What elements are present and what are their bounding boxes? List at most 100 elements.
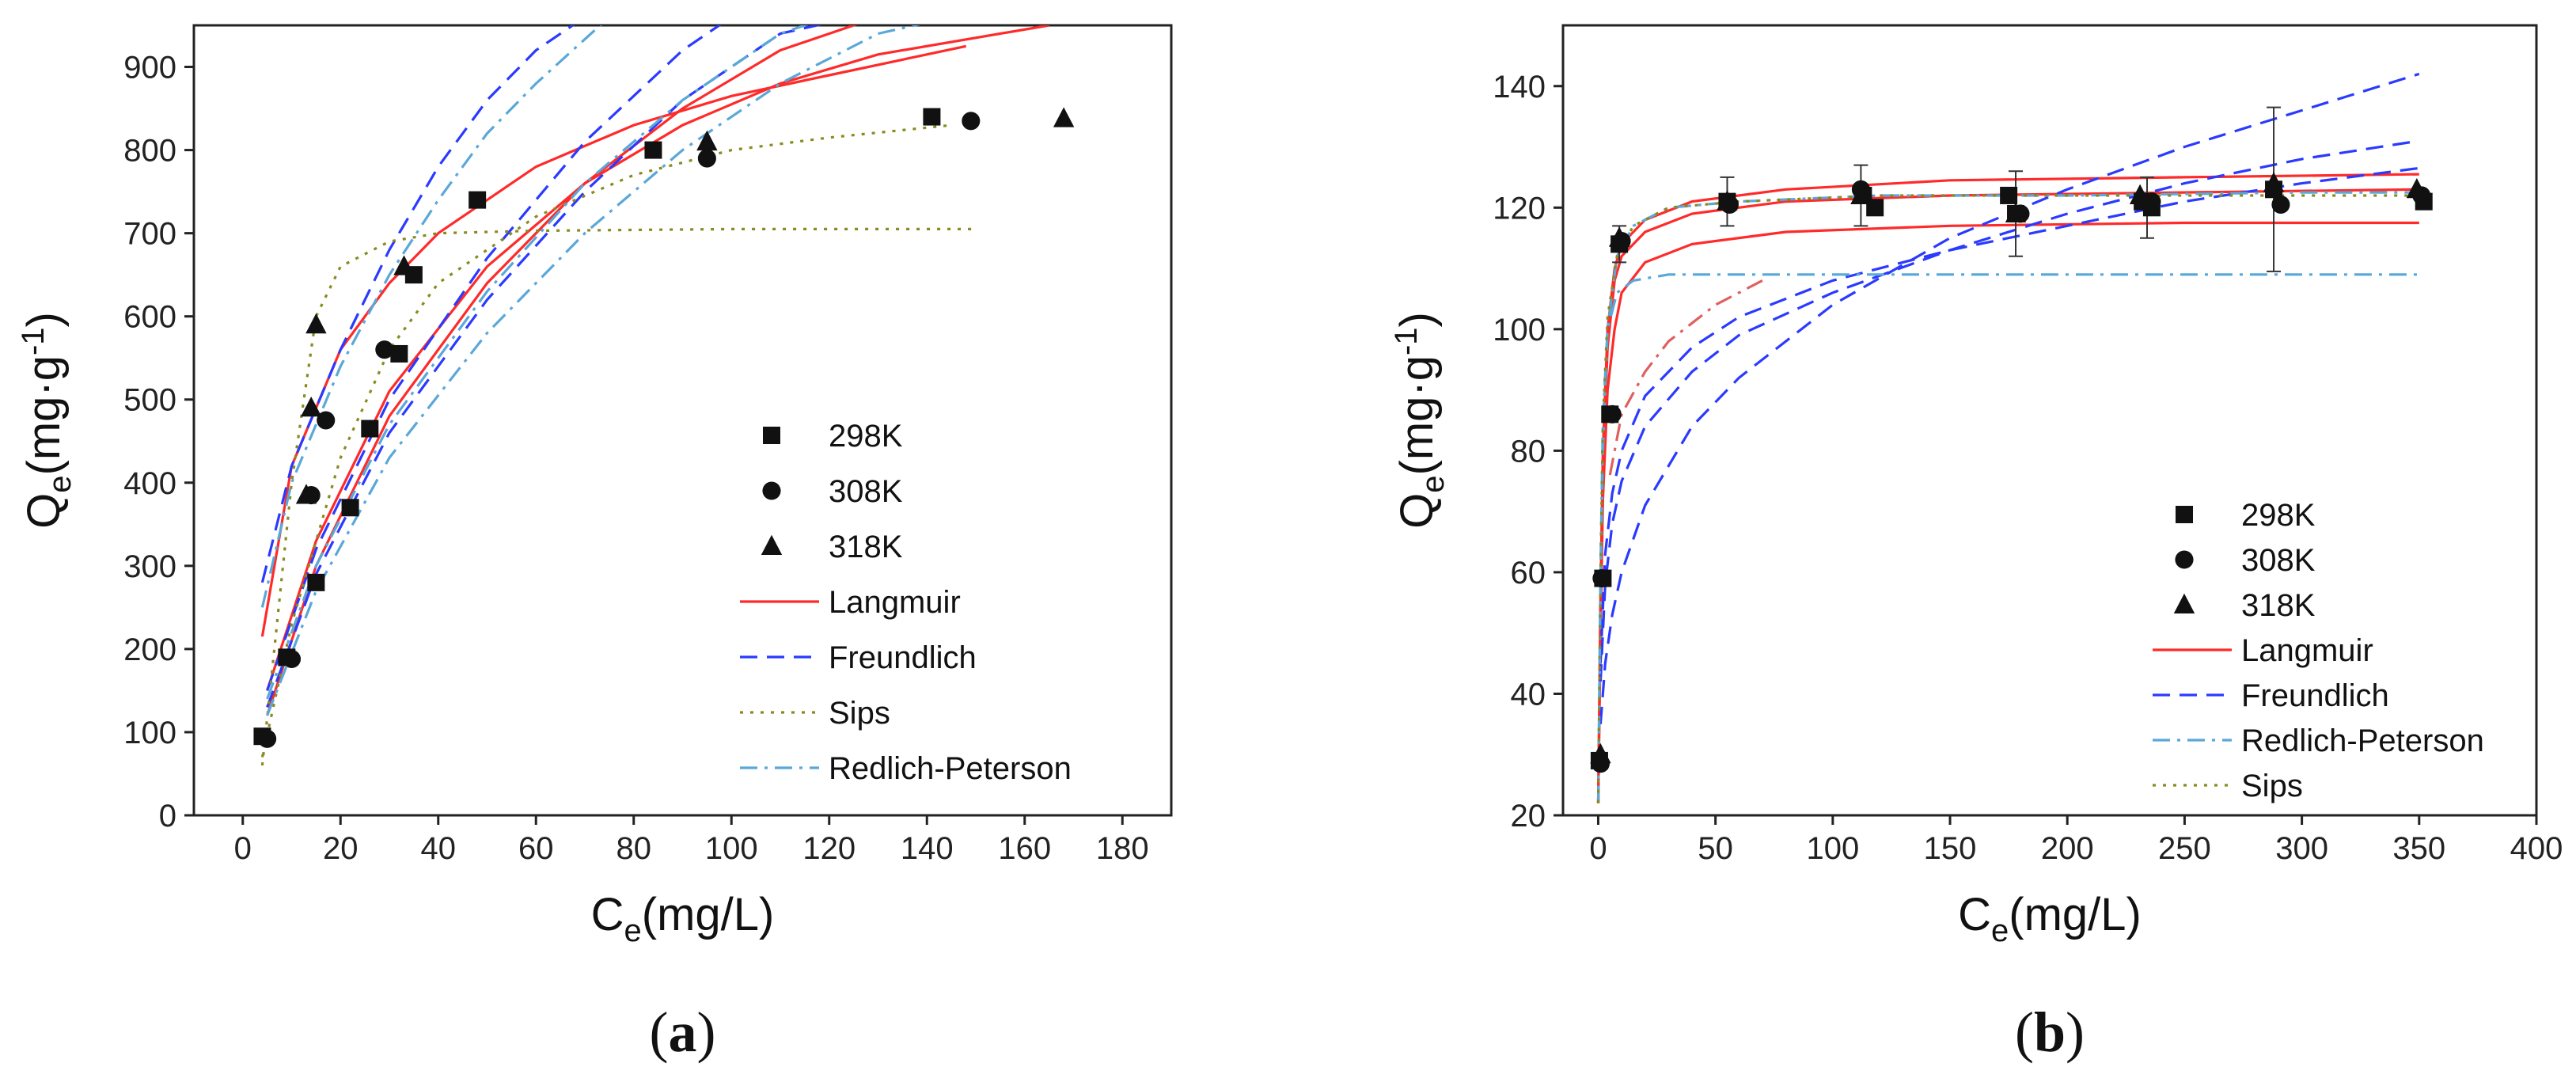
legend-label: 318K [2241,588,2316,623]
data-point-308K [375,340,394,359]
data-point-318K [1608,226,1630,247]
legend: 298K 308K 318K Langmuir Freundlich Redlich-Pe… [2153,498,2484,803]
legend-item: Sips [740,696,890,731]
data-point-318K [1717,190,1738,211]
data-point-318K [2263,172,2285,192]
legend-item: 318K [2173,588,2316,623]
x-tick-label: 0 [234,831,252,866]
legend-item: Redlich-Peterson [2153,723,2484,758]
data-point-308K [962,112,981,131]
data-point-318K [305,313,327,334]
curve-freundlich [1599,72,2420,724]
legend-item: 318K [761,530,903,564]
data-point-298K [341,499,359,517]
y-axis-title: Qe(mg·g-1) [16,312,78,529]
curve-freundlich [266,25,823,708]
curve-sips [260,123,952,758]
y-tick-label: 800 [123,134,176,169]
legend-label: 308K [829,474,903,509]
data-point-318K [1590,742,1611,764]
x-tick-label: 80 [616,831,652,866]
legend-item: 308K [2175,543,2316,578]
data-point-308K [282,649,302,669]
data-point-318K [295,484,317,504]
legend-item: 298K [2176,498,2316,533]
legend-item: Redlich-Peterson [740,751,1072,786]
legend-label: 308K [2241,543,2316,578]
x-tick-label: 100 [705,831,758,866]
legend-marker-298K [2176,506,2193,523]
y-tick-label: 40 [1511,677,1546,712]
legend-label: 298K [2241,498,2316,533]
legend-item: Sips [2153,769,2303,803]
curve-freundlich [260,25,575,583]
y-tick-label: 100 [1493,313,1546,348]
data-point-318K [2005,202,2027,222]
fit-curves [1596,72,2420,803]
legend-marker-308K [762,481,781,500]
series-308K [258,112,981,748]
y-tick-label: 400 [123,466,176,501]
y-tick-label: 20 [1511,799,1546,834]
data-point-308K [2271,195,2290,215]
y-tick-label: 600 [123,300,176,335]
panel-label: (a) [650,1001,716,1064]
plot-frame [1561,24,2538,817]
plot-frame [192,24,1173,817]
legend-marker-318K [2173,593,2195,613]
data-point-318K [2129,184,2151,204]
data-point-298K [469,191,487,209]
data-point-308K [2142,192,2161,211]
data-point-318K [696,130,718,151]
y-tick-label: 80 [1511,434,1546,469]
legend-label: Freundlich [2241,678,2389,713]
legend-label: 318K [829,530,903,564]
legend-item: Freundlich [740,640,977,675]
legend-label: Sips [2241,769,2303,803]
curve-sips [260,227,976,766]
y-tick-label: 120 [1493,191,1546,226]
legend-item: 308K [762,474,903,509]
x-tick-label: 40 [421,831,457,866]
curve-redlich-peterson [1608,279,1763,476]
curve-freundlich [266,25,722,691]
x-tick-label: 60 [518,831,554,866]
data-point-298K [361,420,379,438]
legend-label: Langmuir [829,585,961,620]
x-tick-label: 100 [1806,831,1859,866]
data-point-298K [307,573,325,591]
curve-sips [1596,194,2419,803]
legend-marker-318K [761,534,783,555]
data-point-318K [393,255,415,275]
data-point-308K [258,729,277,748]
x-axis-title: Ce(mg/L) [591,889,775,948]
x-tick-label: 400 [2510,831,2563,866]
y-tick-label: 300 [123,549,176,584]
x-tick-label: 120 [802,831,856,866]
series-318K [1590,172,2428,764]
y-tick-label: 60 [1511,556,1546,591]
legend-item: Langmuir [2153,633,2373,668]
data-point-308K [697,149,716,168]
y-tick-label: 700 [123,217,176,252]
x-tick-label: 140 [901,831,954,866]
y-tick-label: 500 [123,383,176,418]
x-tick-label: 180 [1096,831,1149,866]
legend-label: Redlich-Peterson [829,751,1072,786]
y-tick-label: 140 [1493,70,1546,104]
data-point-318K [2406,177,2428,199]
curve-redlich-peterson [266,25,921,716]
data-point-318K [301,396,322,417]
x-tick-label: 350 [2392,831,2445,866]
x-tick-label: 250 [2158,831,2211,866]
curve-redlich-peterson [266,25,809,700]
x-tick-label: 300 [2275,831,2328,866]
x-tick-label: 50 [1698,831,1733,866]
y-tick-label: 0 [159,799,176,834]
chart-b: 0 50 100 150 200 250 300 350 400 20 40 60 80 100 120 14… [1389,24,2563,1064]
legend-label: Freundlich [829,640,977,675]
legend-marker-308K [2175,550,2194,569]
x-tick-label: 150 [1924,831,1977,866]
legend-label: Sips [829,696,890,731]
